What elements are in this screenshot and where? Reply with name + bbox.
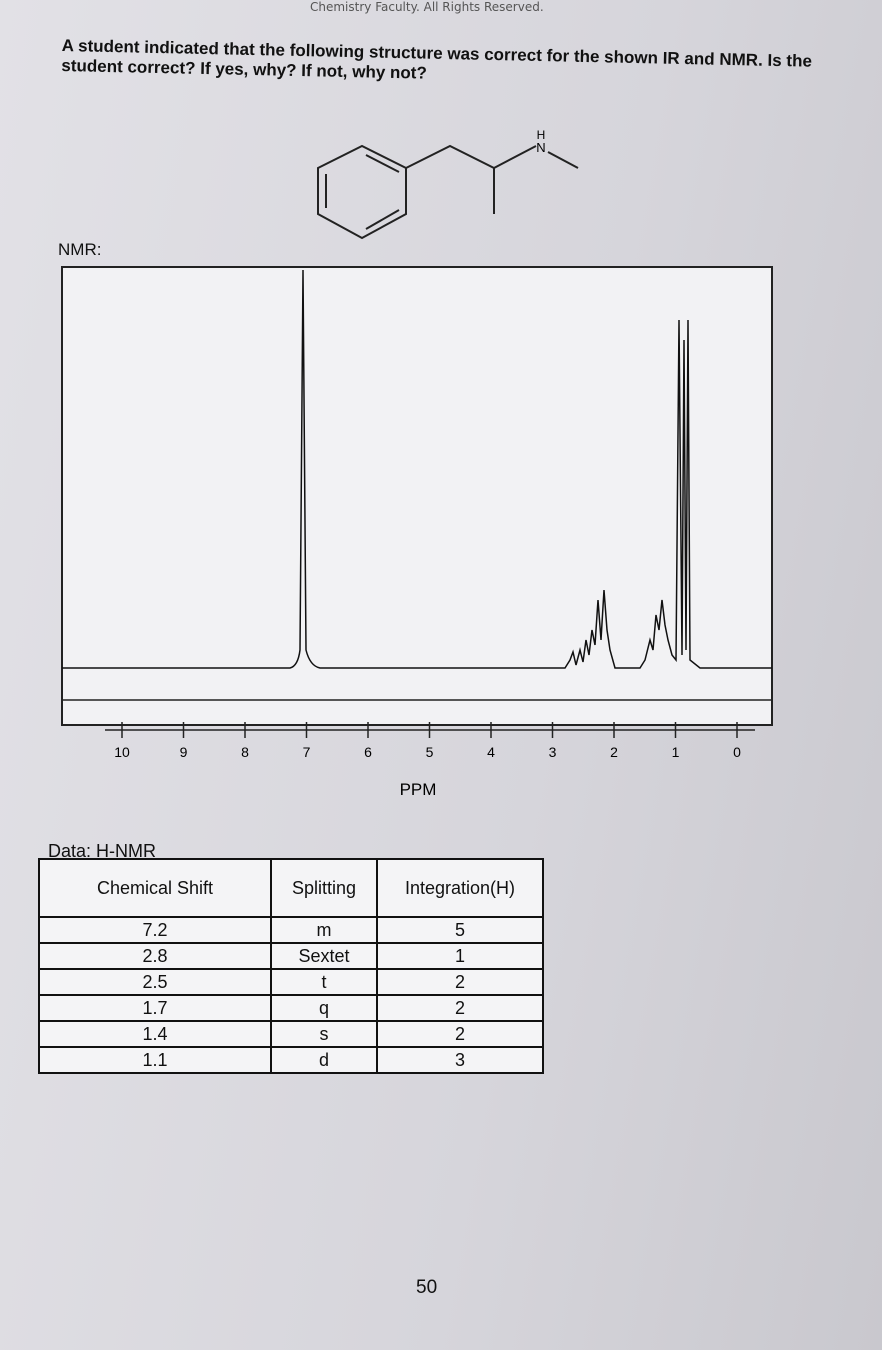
table-cell: 5 <box>376 916 544 944</box>
table-cell: 2.5 <box>38 968 272 996</box>
tick-label: 1 <box>672 744 680 760</box>
tick-label: 3 <box>549 744 557 760</box>
atom-h: H <box>537 128 546 142</box>
structure <box>317 144 579 240</box>
table-row: 1.1 d 3 <box>38 1046 544 1074</box>
table-row: 1.4 s 2 <box>38 1020 544 1048</box>
table-cell: 3 <box>376 1046 544 1074</box>
tick-label: 5 <box>426 744 434 760</box>
tick-label: 2 <box>610 744 618 760</box>
table-cell: 1.4 <box>38 1020 272 1048</box>
nmr-label: NMR: <box>58 240 102 259</box>
page-number: 50 <box>416 1277 438 1298</box>
bond <box>365 209 400 230</box>
copyright: Chemistry Faculty. All Rights Reserved. <box>310 0 544 14</box>
column-header: Chemical Shift <box>38 858 272 918</box>
bond <box>365 154 400 173</box>
table-cell: t <box>270 968 378 996</box>
spectrum-trace <box>62 269 772 669</box>
table-row: 2.5 t 2 <box>38 968 544 996</box>
benzene-ring <box>317 144 407 240</box>
table-row: 7.2 m 5 <box>38 916 544 944</box>
table-cell: Sextet <box>270 942 378 970</box>
tick-label: 8 <box>241 744 249 760</box>
table-cell: q <box>270 994 378 1022</box>
chain <box>405 144 537 170</box>
table-cell: d <box>270 1046 378 1074</box>
atom-n: N <box>536 140 545 155</box>
table-cell: 1.7 <box>38 994 272 1022</box>
table-cell: 2.8 <box>38 942 272 970</box>
table-cell: 1.1 <box>38 1046 272 1074</box>
table-cell: 7.2 <box>38 916 272 944</box>
table-cell: 2 <box>376 968 544 996</box>
table-cell: 1 <box>376 942 544 970</box>
column-header: Splitting <box>270 858 378 918</box>
header-row: Chemical Shift Splitting Integration(H) <box>38 858 544 918</box>
table-title: Data: H-NMR <box>48 841 157 861</box>
tick-label: 0 <box>733 744 741 760</box>
n-methyl <box>547 151 579 169</box>
tick-label: 4 <box>487 744 495 760</box>
table-row: 2.8 Sextet 1 <box>38 942 544 970</box>
x-axis-label: PPM <box>400 780 437 799</box>
tick-label: 9 <box>180 744 188 760</box>
tick-label: 10 <box>114 744 130 760</box>
table-cell: s <box>270 1020 378 1048</box>
tick-label: 7 <box>303 744 311 760</box>
spectrum-frame <box>61 266 773 726</box>
table-cell: m <box>270 916 378 944</box>
column-header: Integration(H) <box>376 858 544 918</box>
table-row: 1.7 q 2 <box>38 994 544 1022</box>
tick-label: 6 <box>364 744 372 760</box>
table-cell: 2 <box>376 994 544 1022</box>
data-table: Chemical Shift Splitting Integration(H) 7.2… <box>38 858 544 1074</box>
table-cell: 2 <box>376 1020 544 1048</box>
